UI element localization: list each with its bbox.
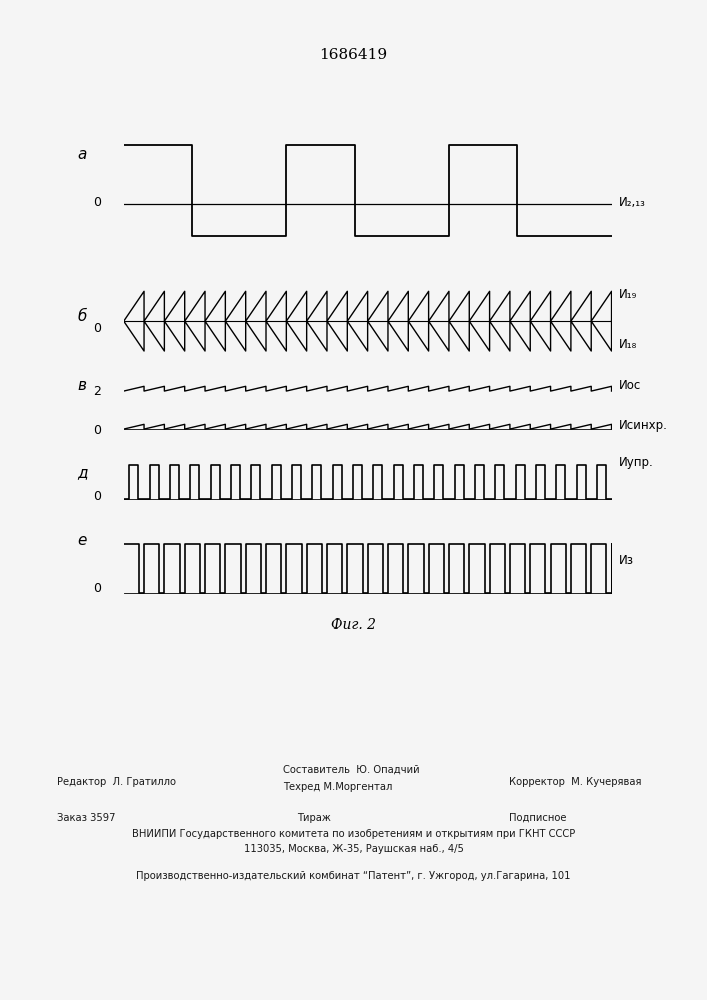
Text: Фиг. 2: Фиг. 2 (331, 618, 376, 632)
Text: Заказ 3597: Заказ 3597 (57, 813, 115, 823)
Text: 0: 0 (93, 490, 101, 503)
Text: Техред М.Моргентал: Техред М.Моргентал (283, 782, 392, 792)
Text: И₁₈: И₁₈ (619, 338, 637, 351)
Text: в: в (78, 378, 87, 393)
Text: Из: Из (619, 554, 634, 567)
Text: И₁₉: И₁₉ (619, 288, 637, 301)
Text: 113035, Москва, Ж-35, Раушская наб., 4/5: 113035, Москва, Ж-35, Раушская наб., 4/5 (244, 844, 463, 854)
Text: е: е (78, 533, 87, 548)
Text: Подписное: Подписное (509, 813, 566, 823)
Text: д: д (77, 465, 88, 480)
Text: a: a (78, 147, 87, 162)
Text: Иос: Иос (619, 379, 641, 392)
Text: 0: 0 (93, 196, 101, 209)
Text: И₂,₁₃: И₂,₁₃ (619, 196, 645, 209)
Text: 0: 0 (93, 582, 101, 595)
Text: 1686419: 1686419 (320, 48, 387, 62)
Text: Исинхр.: Исинхр. (619, 419, 667, 432)
Text: 0: 0 (93, 424, 101, 437)
Text: 2: 2 (93, 385, 101, 398)
Text: ВНИИПИ Государственного комитета по изобретениям и открытиям при ГКНТ СССР: ВНИИПИ Государственного комитета по изоб… (132, 829, 575, 839)
Text: б: б (78, 309, 87, 324)
Text: 0: 0 (93, 322, 101, 335)
Text: Корректор  М. Кучерявая: Корректор М. Кучерявая (509, 777, 641, 787)
Text: Редактор  Л. Гратилло: Редактор Л. Гратилло (57, 777, 175, 787)
Text: Иупр.: Иупр. (619, 456, 654, 469)
Text: Тираж: Тираж (297, 813, 331, 823)
Text: Производственно-издательский комбинат “Патент”, г. Ужгород, ул.Гагарина, 101: Производственно-издательский комбинат “П… (136, 871, 571, 881)
Text: Составитель  Ю. Опадчий: Составитель Ю. Опадчий (283, 765, 419, 775)
